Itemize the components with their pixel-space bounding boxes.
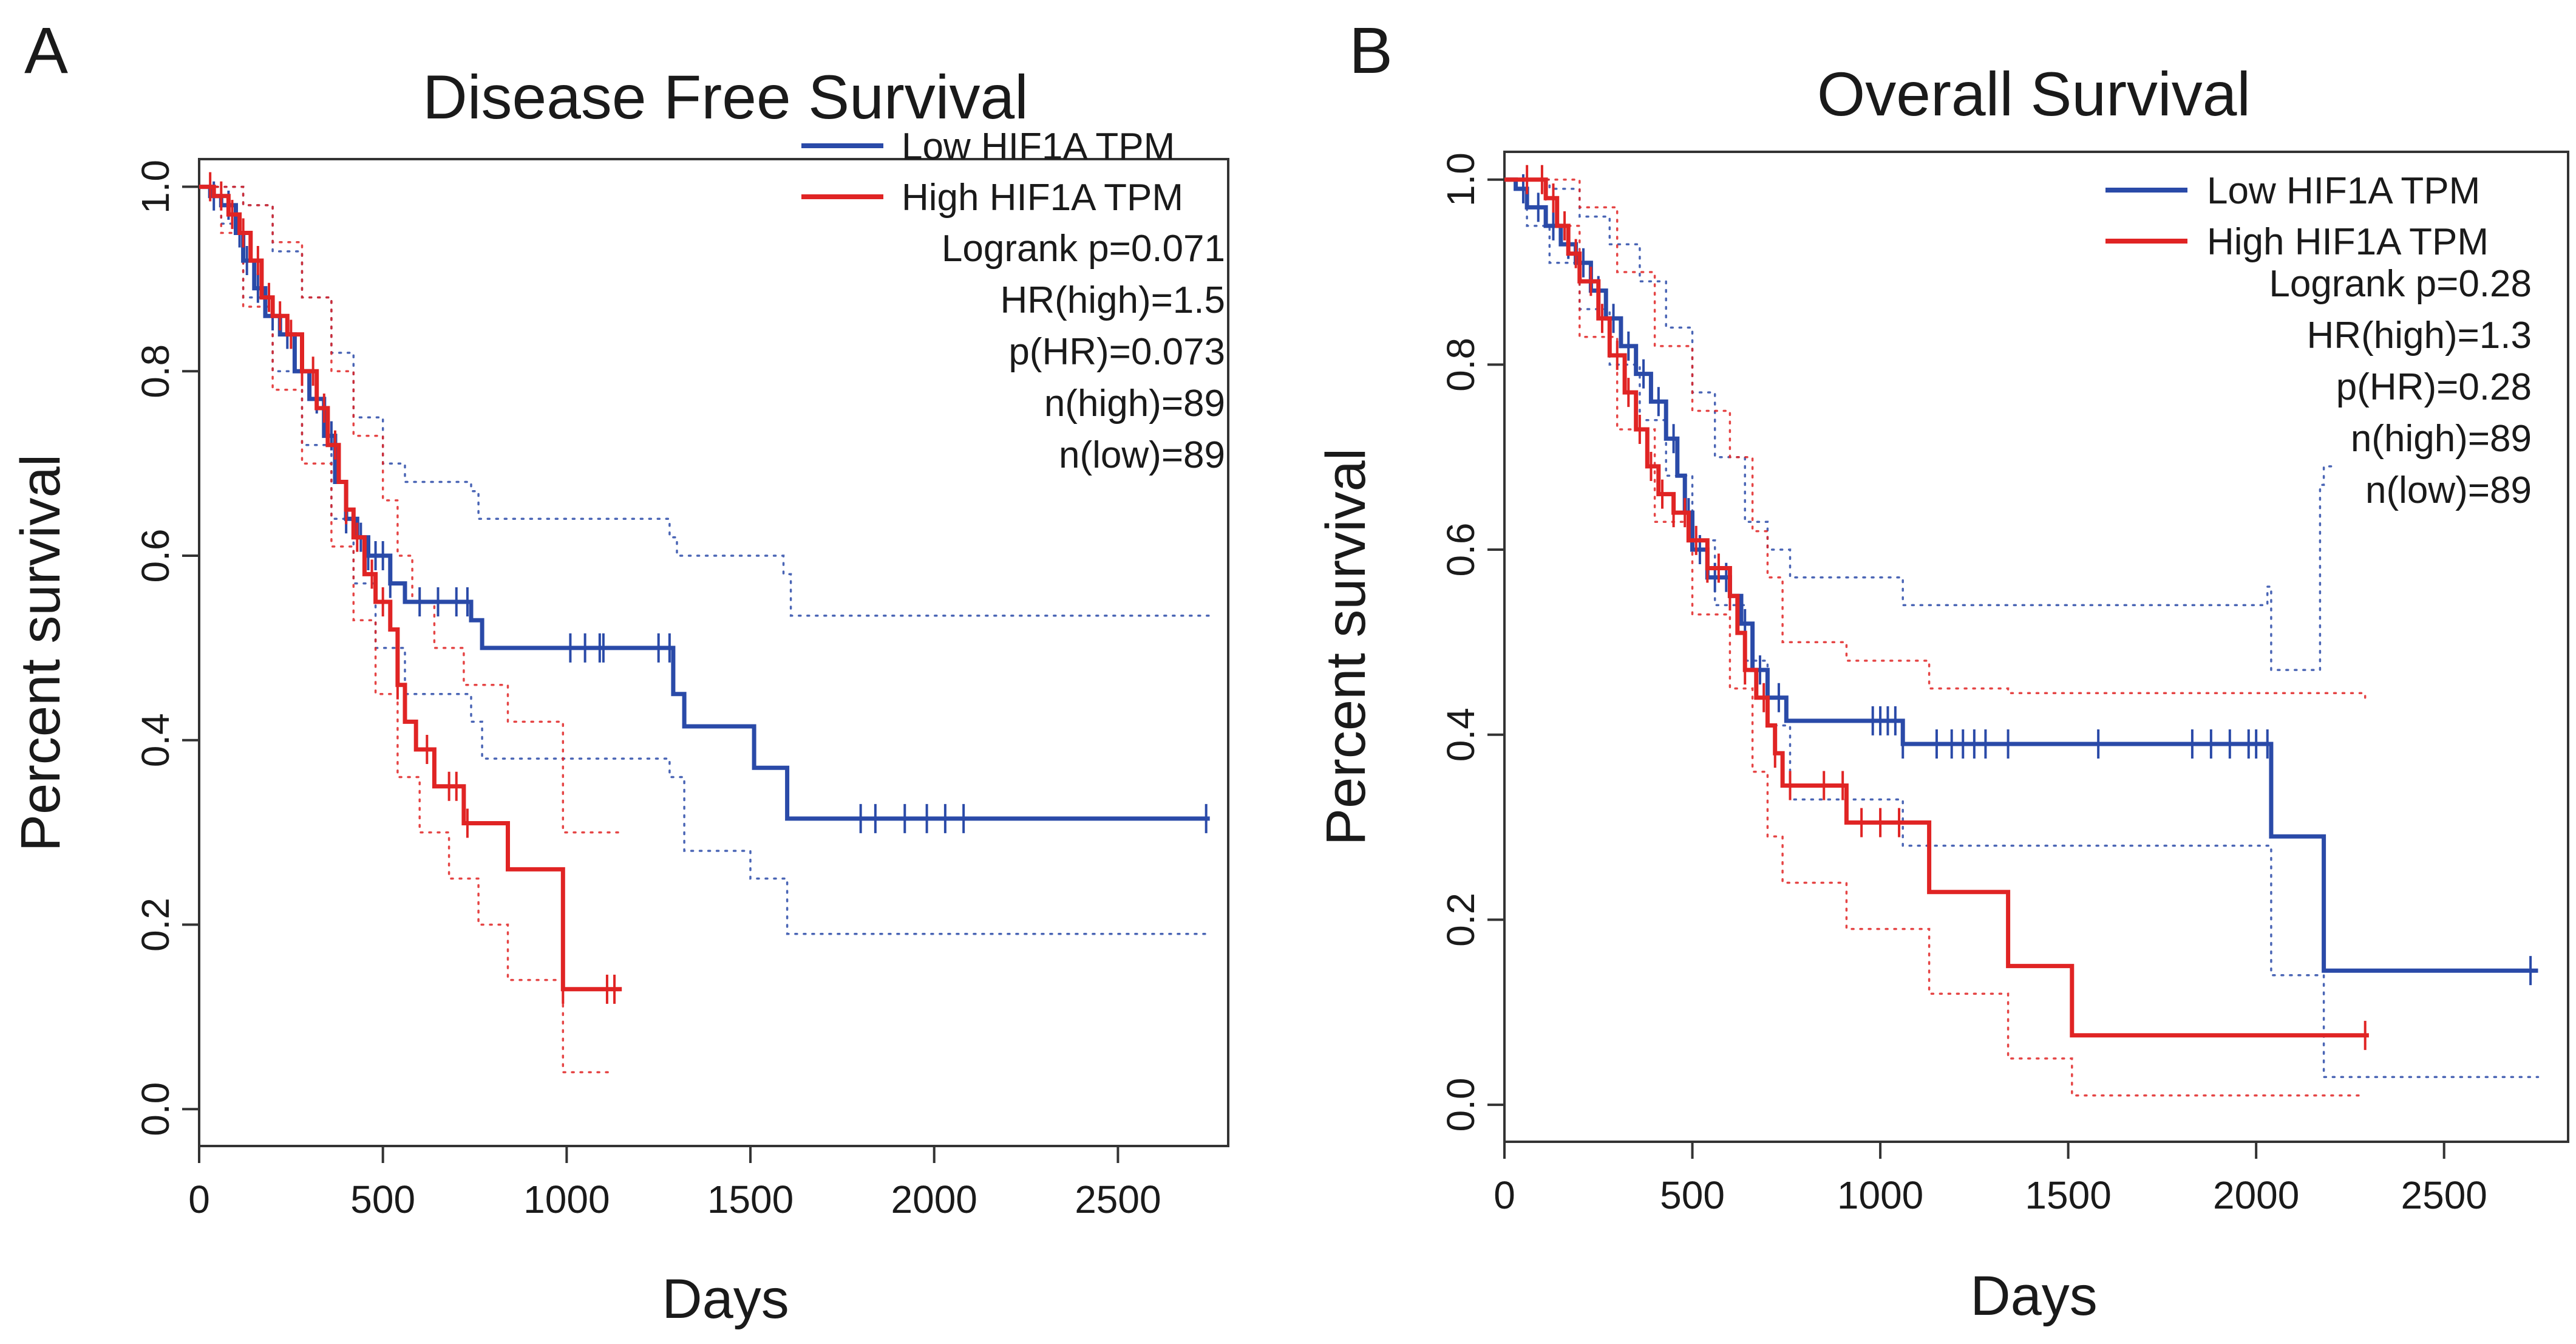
ci-upper-high-b <box>1503 178 2367 699</box>
x-tick-label-a-5: 2500 <box>1075 1178 1161 1221</box>
stat-nhigh-a: n(high)=89 <box>1044 383 1225 425</box>
ci-lower-low-b <box>1503 178 2540 1079</box>
x-axis-b: 0 500 1000 1500 2000 2500 <box>1494 1142 2487 1217</box>
x-axis-label-b: Days <box>1970 1265 2098 1327</box>
y-tick-label-b-1: 0.2 <box>1439 893 1483 947</box>
y-tick-label-a-0: 0.0 <box>134 1082 177 1136</box>
stat-logrank-b: Logrank p=0.28 <box>2269 263 2532 305</box>
x-tick-label-a-2: 1000 <box>523 1178 610 1221</box>
panel-letter-a: A <box>24 13 68 87</box>
x-tick-label-a-0: 0 <box>188 1178 210 1221</box>
x-axis-a: 0 500 1000 1500 2000 2500 <box>188 1146 1161 1221</box>
legend-label-high-b: High HIF1A TPM <box>2207 221 2489 263</box>
plot-frame-b <box>1503 151 2569 1143</box>
stat-nhigh-b: n(high)=89 <box>2351 418 2532 460</box>
ci-lower-high-a <box>198 185 612 1074</box>
ci-lower-high-b <box>1503 178 2367 1097</box>
legend-b: Low HIF1A TPM High HIF1A TPM Logrank p=0… <box>2105 170 2532 511</box>
stat-phr-a: p(HR)=0.073 <box>1008 331 1225 373</box>
x-tick-label-b-5: 2500 <box>2401 1173 2487 1217</box>
ci-lines-b <box>1503 178 2540 1097</box>
panel-letter-b: B <box>1349 13 1393 87</box>
legend-label-high-a: High HIF1A TPM <box>902 177 1183 219</box>
chart-title-a: Disease Free Survival <box>423 63 1028 132</box>
x-tick-label-b-4: 2000 <box>2213 1173 2299 1217</box>
stat-nlow-b: n(low)=89 <box>2365 469 2532 511</box>
curve-low-b <box>1504 177 2538 973</box>
x-tick-label-a-1: 500 <box>350 1178 415 1221</box>
ci-upper-high-a <box>198 185 623 834</box>
survival-curves-b <box>1504 165 2538 1050</box>
x-tick-label-b-2: 1000 <box>1837 1173 1923 1217</box>
legend-a: Low HIF1A TPM High HIF1A TPM Logrank p=0… <box>801 126 1225 476</box>
stat-phr-b: p(HR)=0.28 <box>2336 366 2532 408</box>
y-tick-label-b-5: 1.0 <box>1439 152 1483 206</box>
y-tick-label-a-3: 0.6 <box>134 529 177 583</box>
stat-nlow-a: n(low)=89 <box>1059 434 1225 476</box>
x-tick-label-b-3: 1500 <box>2025 1173 2111 1217</box>
stat-hr-b: HR(high)=1.3 <box>2307 315 2532 356</box>
chart-title-b: Overall Survival <box>1817 60 2251 129</box>
y-axis-a: 0.0 0.2 0.4 0.6 0.8 1.0 <box>134 160 199 1136</box>
survival-curves-a <box>199 172 1210 1004</box>
y-axis-b: 0.0 0.2 0.4 0.6 0.8 1.0 <box>1439 152 1504 1132</box>
y-tick-label-b-3: 0.6 <box>1439 523 1483 577</box>
y-tick-label-b-0: 0.0 <box>1439 1078 1483 1132</box>
stat-logrank-a: Logrank p=0.071 <box>942 228 1225 270</box>
y-tick-label-a-1: 0.2 <box>134 898 177 952</box>
curve-high-a <box>199 185 622 992</box>
x-tick-label-b-1: 500 <box>1660 1173 1725 1217</box>
y-tick-label-b-2: 0.4 <box>1439 708 1483 762</box>
legend-label-low-a: Low HIF1A TPM <box>902 126 1175 168</box>
stat-hr-a: HR(high)=1.5 <box>1001 279 1225 321</box>
y-tick-label-b-4: 0.8 <box>1439 338 1483 392</box>
panel-b-overall-survival: B Overall Survival 0 500 1000 1500 2000 2500 … <box>1315 13 2569 1327</box>
y-tick-label-a-4: 0.8 <box>134 344 177 398</box>
plot-frame-a <box>198 158 1229 1147</box>
y-axis-label-b: Percent survival <box>1315 448 1377 845</box>
x-tick-label-a-4: 2000 <box>891 1178 977 1221</box>
curve-high-b <box>1504 177 2369 1038</box>
x-tick-label-a-3: 1500 <box>707 1178 794 1221</box>
y-tick-label-a-5: 1.0 <box>134 160 177 214</box>
y-tick-label-a-2: 0.4 <box>134 713 177 767</box>
x-tick-label-b-0: 0 <box>1494 1173 1515 1217</box>
panel-a-disease-free-survival: A Disease Free Survival 0 500 1000 1500 2000… <box>10 13 1229 1330</box>
x-axis-label-a: Days <box>662 1268 789 1330</box>
y-axis-label-a: Percent survival <box>10 454 72 851</box>
legend-label-low-b: Low HIF1A TPM <box>2207 170 2480 212</box>
